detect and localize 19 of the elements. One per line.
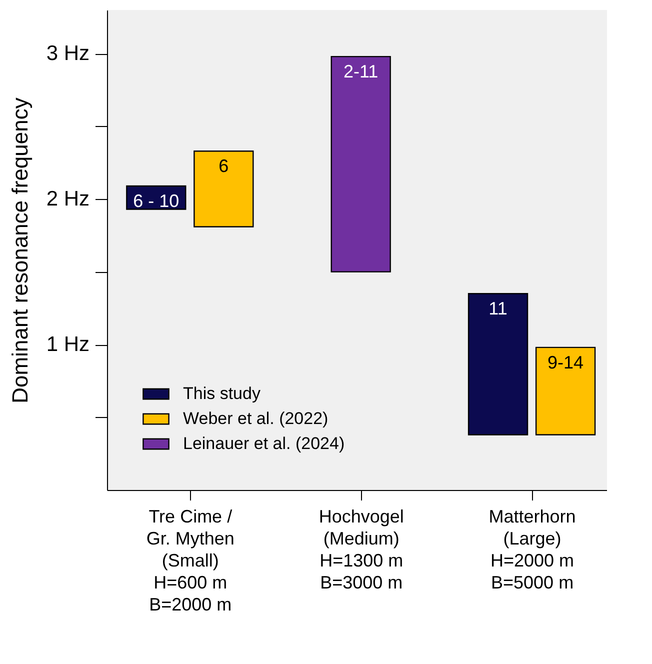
bar (194, 150, 254, 228)
bar (468, 293, 528, 436)
y-tick-label: 3 Hz (46, 42, 90, 66)
bar (330, 56, 391, 272)
x-tick-label: Hochvogel (Medium) H=1300 m B=3000 m (318, 506, 404, 592)
annotation: 6 - 10 (133, 191, 180, 211)
legend-label: Weber et al. (2022) (183, 409, 328, 428)
bar (535, 346, 596, 436)
annotation: 6 (218, 156, 229, 176)
y-tick-label: 2 Hz (46, 188, 90, 211)
annotation: 9-14 (548, 352, 584, 372)
y-tick-label: 1 Hz (46, 333, 90, 356)
x-tick-label: Tre Cime / Gr. Mythen (Small) H=600 m B=2000 m (146, 506, 234, 614)
x-tick-label: Matterhorn (Large) H=2000 m B=5000 m (488, 506, 576, 592)
legend-label: This study (183, 384, 261, 403)
legend-label: Leinauer et al. (2024) (183, 434, 345, 453)
annotation: 11 (488, 298, 508, 319)
y-axis-title: Dominant resonance frequency (7, 98, 32, 404)
annotation: 2-11 (343, 62, 378, 82)
